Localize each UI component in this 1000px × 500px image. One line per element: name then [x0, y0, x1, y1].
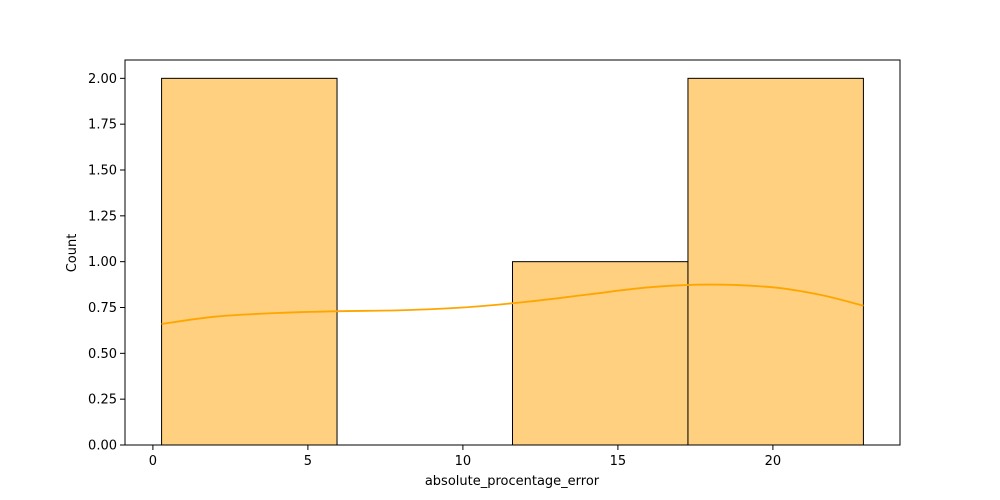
- y-tick-label: 2.00: [88, 72, 117, 87]
- y-axis-title: Count: [65, 234, 80, 273]
- y-tick-label: 0.00: [88, 439, 117, 454]
- x-axis-ticks: 0 5 10 15 20: [149, 445, 781, 469]
- x-tick-label: 15: [610, 454, 627, 469]
- y-tick-label: 0.50: [88, 347, 117, 362]
- kde-curve: [161, 283, 864, 325]
- x-tick-label: 10: [455, 454, 472, 469]
- y-tick-label: 0.25: [88, 393, 117, 408]
- histogram-bar-3: [687, 77, 864, 446]
- y-axis-ticks: 0.00 0.25 0.50 0.75 1.00 1.25 1.50 1.75 2.00: [88, 72, 125, 454]
- x-tick-label: 0: [149, 454, 157, 469]
- y-tick-label: 1.00: [88, 255, 117, 270]
- y-tick-label: 0.75: [88, 301, 117, 316]
- histogram-bars: [161, 77, 864, 446]
- x-tick-label: 5: [304, 454, 312, 469]
- plot-frame: [124, 59, 901, 446]
- x-tick-label: 20: [765, 454, 782, 469]
- y-tick-label: 1.50: [88, 164, 117, 179]
- x-axis-title: absolute_procentage_error: [425, 474, 600, 489]
- y-tick-label: 1.75: [88, 118, 117, 133]
- histogram-bar-0: [161, 77, 338, 446]
- y-tick-label: 1.25: [88, 209, 117, 224]
- histogram-bar-2: [512, 261, 689, 446]
